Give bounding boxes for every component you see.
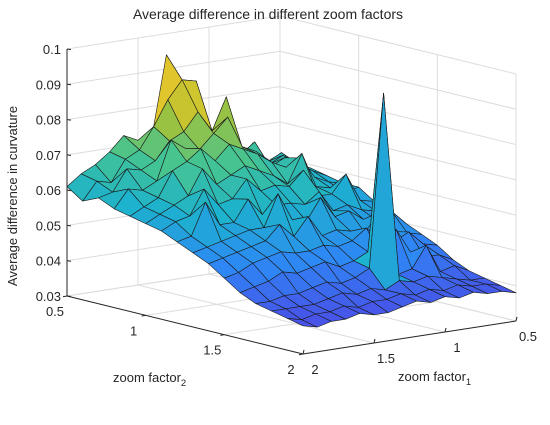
z-tick-label: 0.04	[36, 254, 61, 269]
z-tick	[66, 189, 72, 192]
x-axis-label: zoom factor1	[398, 369, 471, 388]
z-tick-label: 0.1	[43, 42, 61, 57]
x-tick	[373, 338, 376, 344]
y-tick	[220, 334, 225, 336]
x-tick-label: 1	[453, 340, 460, 355]
y-axis-label: zoom factor2	[113, 370, 186, 389]
x-tick-label: 1.5	[377, 351, 395, 366]
z-tick	[66, 295, 72, 297]
y-axis-line	[66, 295, 304, 355]
y-tick-label: 0.5	[46, 304, 64, 319]
x-axis-line	[302, 320, 517, 355]
y-axis-label-subscript: 2	[181, 378, 186, 389]
z-tick-label: 0.06	[36, 183, 61, 198]
z-tick	[66, 260, 72, 262]
z-axis-label: Average difference in curvature	[5, 106, 20, 286]
z-tick	[66, 224, 72, 227]
z-tick	[66, 154, 72, 156]
x-tick-label: 0.5	[519, 329, 537, 344]
tick-labels: 0.03 0.04 0.05 0.06 0.07 0.08 0.09 0.1 0.5 1 1.5 2 0…	[36, 42, 537, 377]
z-gridline-right	[279, 121, 517, 181]
white-mask	[0, 362, 95, 420]
chart-title: Average difference in different zoom fac…	[133, 6, 403, 22]
z-tick-label: 0.05	[36, 218, 61, 233]
y-axis-label-main: zoom factor	[113, 370, 182, 385]
z-tick-label: 0.09	[36, 77, 61, 92]
y-tick	[298, 353, 304, 356]
x-axis-label-main: zoom factor	[398, 369, 467, 384]
z-tick	[66, 48, 72, 50]
z-tick	[66, 119, 72, 121]
axis-lines	[62, 48, 518, 356]
y-tick	[141, 314, 146, 317]
y-tick-label: 1.5	[203, 343, 221, 358]
x-tick-label: 2	[311, 362, 318, 377]
y-tick-label: 1	[130, 323, 137, 338]
x-tick	[302, 349, 305, 355]
z-gridline-right	[279, 50, 517, 110]
surface-cell	[286, 318, 318, 328]
z-gridline-right	[279, 15, 517, 75]
x-axis-label-subscript: 1	[466, 377, 471, 388]
z-tick-label: 0.07	[36, 148, 61, 163]
y-tick-label: 2	[287, 362, 294, 377]
x-tick	[444, 327, 447, 333]
z-tick	[66, 83, 72, 86]
x-tick	[515, 316, 518, 322]
z-tick-label: 0.03	[36, 289, 61, 304]
z-gridline-right	[279, 86, 517, 146]
y-tick	[62, 295, 68, 298]
z-tick-label: 0.08	[36, 113, 61, 128]
x-gridline-floor	[137, 284, 375, 344]
surface-mesh	[66, 54, 517, 328]
z-gridline-right	[279, 156, 517, 216]
z-gridline-left	[66, 15, 281, 50]
